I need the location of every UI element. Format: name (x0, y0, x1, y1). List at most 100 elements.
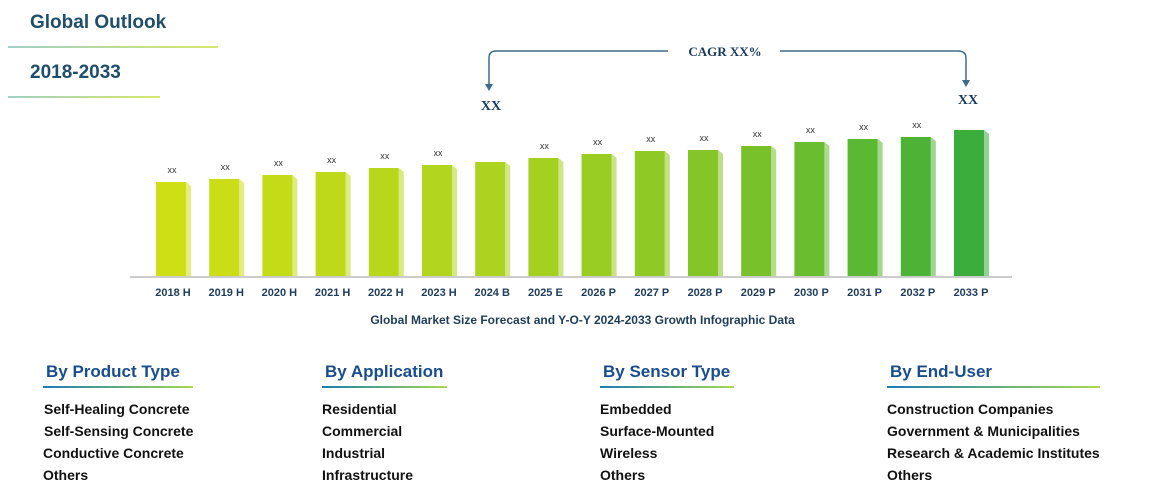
bar (954, 130, 984, 276)
segment-sensor-type: By Sensor Type Embedded Surface-Mounted … (600, 362, 735, 486)
tick-label: 2025 E (528, 287, 563, 299)
segment-item: Infrastructure (322, 467, 414, 483)
bar-side (877, 139, 883, 276)
data-label: xx (912, 120, 922, 130)
bar (262, 175, 293, 276)
bar-side (984, 130, 989, 276)
data-label: xx (540, 141, 550, 151)
segment-item: Embedded (600, 401, 672, 417)
segment-item: Self-Sensing Concrete (44, 423, 194, 439)
bar (422, 165, 452, 276)
segment-item: Others (887, 467, 933, 483)
data-label: xx (434, 148, 444, 158)
segment-item: Others (43, 467, 89, 483)
bar (581, 154, 612, 276)
data-label: xx (806, 125, 816, 135)
data-label: xx (327, 155, 337, 165)
tick-label: 2033 P (954, 287, 989, 299)
segment-application: By Application Residential Commercial In… (322, 362, 448, 486)
tick-label: 2031 P (847, 287, 882, 299)
bar-side (718, 150, 723, 276)
tick-label: 2022 H (368, 287, 404, 299)
segment-underline (887, 386, 1100, 388)
data-label: xx (274, 158, 284, 168)
cagr-start-value: XX (481, 99, 501, 114)
bar-side (345, 172, 351, 276)
bar-side (664, 151, 670, 276)
data-label: xx (646, 134, 656, 144)
tick-label: 2024 B (474, 287, 510, 299)
data-label: xx (380, 151, 390, 161)
bar (156, 182, 186, 276)
bar-side (771, 146, 777, 276)
segment-item: Commercial (322, 423, 403, 439)
segment-item: Residential (322, 401, 397, 417)
data-label: xx (859, 122, 869, 132)
segment-item: Surface-Mounted (600, 423, 715, 439)
bar-side (930, 137, 936, 276)
bar-side (239, 179, 245, 276)
tick-label: 2030 P (794, 287, 829, 299)
tick-labels-group: 2018 H 2019 H 2020 H 2021 H 2022 H 2023 H 2024… (155, 287, 988, 299)
cagr-bracket-right (780, 50, 967, 81)
bar (900, 137, 931, 276)
tick-label: 2026 P (581, 287, 616, 299)
tick-label: 2018 H (155, 287, 191, 299)
period-label: 2018-2033 (30, 62, 121, 83)
segment-item: Self-Healing Concrete (44, 401, 190, 417)
bar-side (611, 154, 617, 276)
segment-item: Research & Academic Institutes (887, 445, 1100, 461)
bars-group: xx xx xx xx xx xx xx xx xx xx xx xx xx xx (156, 120, 989, 276)
data-label: xx (168, 165, 178, 175)
tick-label: 2023 H (421, 287, 457, 299)
bar (528, 158, 559, 276)
bar-side (824, 142, 830, 276)
data-label: xx (700, 133, 710, 143)
bar (634, 151, 665, 276)
data-label: xx (593, 137, 603, 147)
segment-item: Construction Companies (887, 401, 1054, 417)
bar-side (505, 162, 511, 276)
data-label: xx (221, 162, 231, 172)
segment-item: Industrial (322, 445, 386, 461)
tick-label: 2029 P (741, 287, 776, 299)
tick-label: 2032 P (900, 287, 935, 299)
tick-label: 2019 H (208, 287, 244, 299)
bar-side (398, 168, 404, 276)
segment-title: By Sensor Type (603, 362, 731, 381)
tick-label: 2027 P (634, 287, 669, 299)
segment-item: Others (600, 467, 646, 483)
title-underline (8, 46, 218, 48)
tick-label: 2020 H (262, 287, 298, 299)
bar (209, 179, 240, 276)
cagr-bracket-left (488, 50, 668, 85)
bar-side (558, 158, 564, 276)
segment-underline (322, 386, 448, 388)
bar-chart: xx xx xx xx xx xx xx xx xx xx xx xx xx xx 2018 H 2019 … (130, 44, 1012, 299)
segment-end-user: By End-User Construction Companies Gover… (887, 362, 1100, 486)
segment-item: Conductive Concrete (43, 445, 184, 461)
bar (368, 168, 399, 276)
period-underline (8, 96, 160, 98)
data-label: xx (753, 129, 763, 139)
bar-side (452, 165, 457, 276)
segment-title: By Application (325, 362, 444, 381)
segment-underline (43, 386, 194, 388)
cagr-arrow-right (962, 80, 970, 87)
segment-underline (600, 386, 735, 388)
bar (475, 162, 506, 276)
page-title: Global Outlook (30, 12, 167, 33)
segment-item: Government & Municipalities (887, 423, 1080, 439)
cagr-label: CAGR XX% (688, 44, 761, 59)
bar (741, 146, 772, 276)
segment-item: Wireless (600, 445, 658, 461)
bar (688, 150, 718, 276)
tick-label: 2021 H (315, 287, 351, 299)
bar-side (292, 175, 298, 276)
cagr-arrow-left (485, 84, 493, 91)
cagr-end-value: XX (958, 93, 978, 108)
segment-title: By End-User (890, 362, 993, 381)
bar (315, 172, 346, 276)
bar (847, 139, 878, 276)
segment-product-type: By Product Type Self-Healing Concrete Se… (43, 362, 194, 486)
